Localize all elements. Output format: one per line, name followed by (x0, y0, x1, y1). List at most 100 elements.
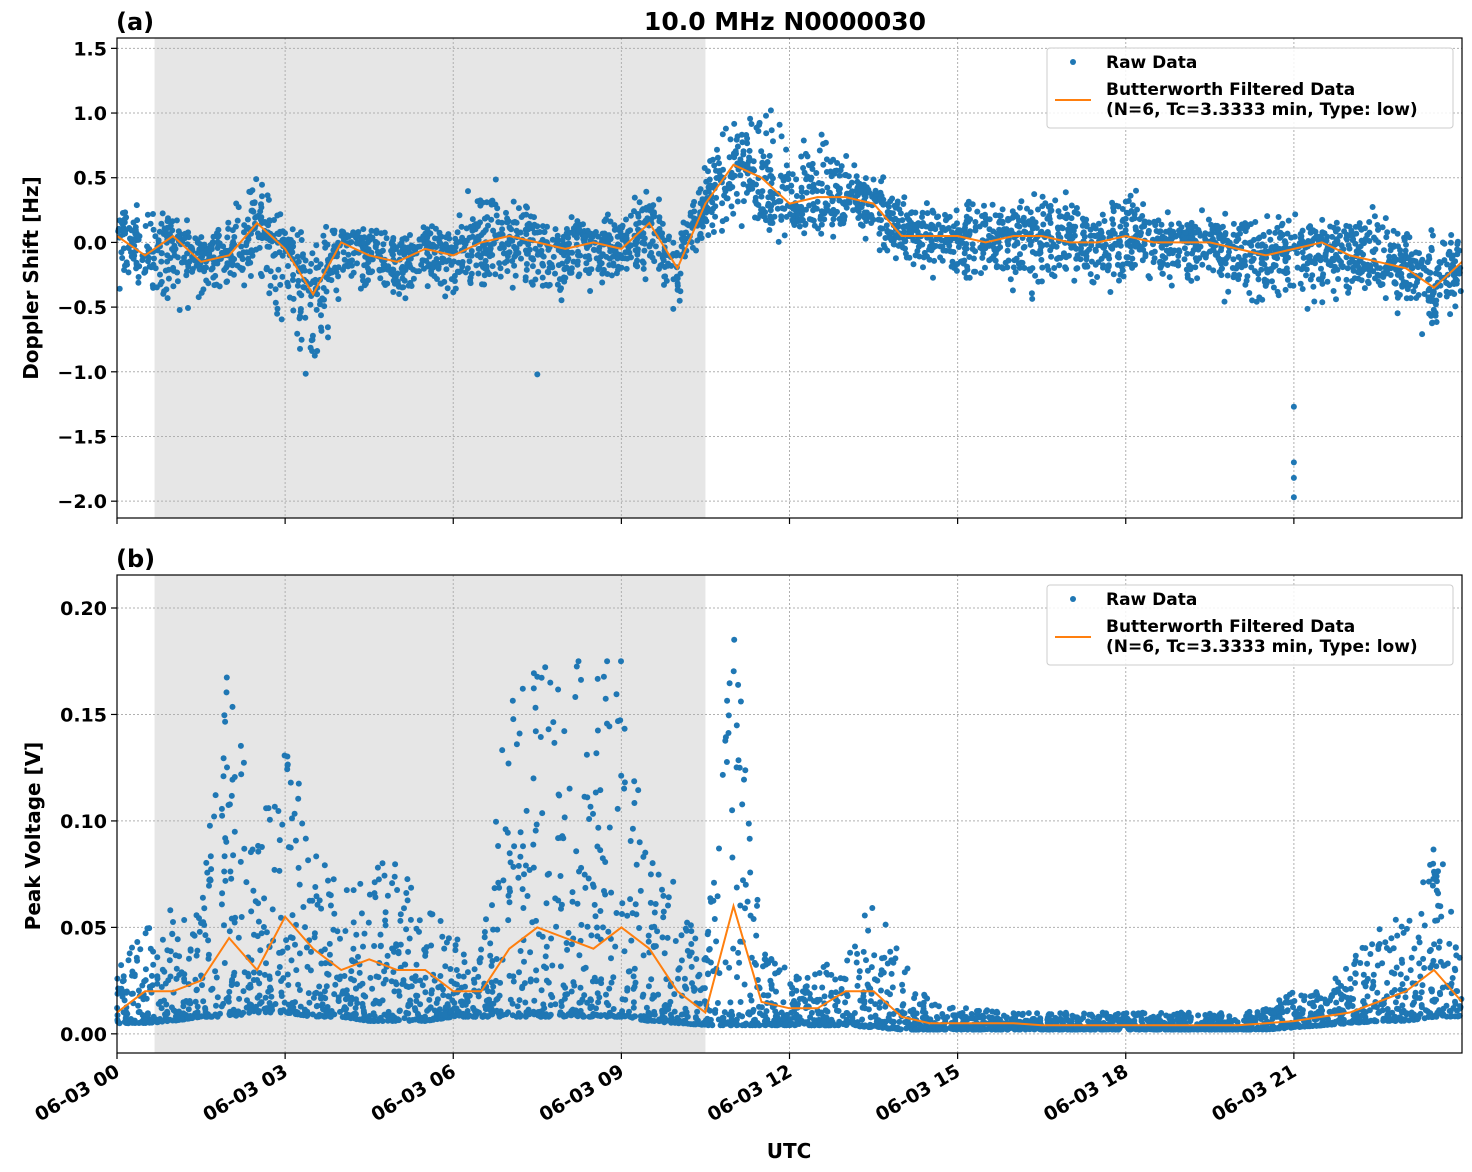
raw-data-point (274, 305, 281, 312)
raw-data-point (1299, 237, 1306, 244)
raw-data-point (120, 245, 127, 252)
raw-data-point (156, 228, 163, 235)
raw-data-point (1391, 258, 1398, 265)
raw-data-point (1350, 267, 1357, 274)
raw-data-point (205, 951, 212, 958)
raw-data-point (299, 820, 306, 827)
raw-data-point (1320, 271, 1327, 278)
raw-data-point (475, 246, 482, 252)
raw-data-point (1450, 279, 1457, 286)
raw-data-point (533, 967, 540, 974)
raw-data-point (1312, 260, 1318, 267)
raw-data-point (645, 938, 652, 945)
raw-data-point (758, 193, 765, 200)
raw-data-point (213, 281, 220, 288)
raw-data-point (558, 1003, 565, 1010)
raw-data-point (1168, 221, 1175, 228)
raw-data-point (646, 243, 653, 250)
raw-data-point (403, 926, 410, 933)
raw-data-point (1127, 192, 1134, 199)
raw-data-point (481, 934, 488, 941)
y-tick-label: 0.05 (60, 917, 107, 939)
raw-data-point (1435, 264, 1442, 271)
raw-data-point (1444, 261, 1451, 268)
raw-data-point (1371, 213, 1378, 220)
raw-data-point (712, 213, 719, 220)
raw-data-point (1019, 259, 1026, 266)
raw-data-point (249, 200, 256, 206)
raw-data-point (235, 204, 242, 211)
raw-data-point (430, 1016, 437, 1023)
raw-data-point (766, 227, 773, 233)
raw-data-point (490, 1000, 497, 1007)
raw-data-point (680, 219, 687, 226)
raw-data-point (185, 1014, 191, 1021)
raw-data-point (610, 974, 617, 981)
raw-data-point (1151, 218, 1158, 225)
raw-data-point (1145, 219, 1152, 226)
raw-data-point (126, 950, 133, 957)
raw-data-point (631, 208, 637, 215)
raw-data-point (451, 1000, 458, 1006)
raw-data-point (208, 866, 215, 873)
raw-data-point (276, 964, 283, 970)
raw-data-point (397, 242, 403, 249)
raw-data-point (981, 202, 987, 209)
raw-data-point (302, 835, 309, 842)
raw-data-point (1255, 235, 1262, 242)
raw-data-point (214, 994, 221, 1001)
raw-data-point (360, 1007, 367, 1014)
raw-data-point (458, 223, 465, 230)
raw-data-point (521, 958, 527, 965)
raw-data-point (597, 908, 604, 914)
raw-data-point (426, 996, 433, 1003)
raw-data-point (1026, 236, 1033, 243)
raw-data-point (422, 949, 429, 956)
raw-data-point (998, 264, 1005, 271)
raw-data-point (580, 221, 586, 228)
raw-data-point (330, 876, 337, 883)
raw-data-point (587, 288, 594, 294)
raw-data-point (531, 997, 538, 1004)
raw-data-point (543, 943, 550, 950)
raw-data-point (1383, 266, 1390, 273)
raw-data-point (253, 176, 260, 183)
raw-data-point (499, 747, 506, 754)
raw-data-point (183, 259, 190, 266)
raw-data-point (402, 295, 409, 302)
raw-data-point (397, 917, 404, 924)
raw-data-point (513, 219, 520, 226)
raw-data-point (713, 175, 720, 181)
raw-data-point (836, 216, 843, 222)
raw-data-point (265, 805, 272, 812)
raw-data-point (763, 130, 770, 137)
raw-data-point (1379, 224, 1386, 231)
raw-data-point (584, 245, 590, 251)
raw-data-point (349, 257, 355, 264)
raw-data-point (235, 934, 242, 941)
raw-data-point (125, 269, 132, 276)
raw-data-point (343, 887, 350, 894)
raw-data-point (371, 1000, 378, 1007)
raw-data-point (705, 232, 712, 239)
raw-data-point (405, 984, 412, 990)
raw-data-point (538, 674, 545, 681)
raw-data-point (278, 978, 285, 984)
raw-data-point (884, 209, 891, 215)
raw-data-point (261, 895, 268, 902)
raw-data-point (577, 999, 584, 1006)
raw-data-point (1412, 283, 1419, 289)
raw-data-point (1153, 228, 1160, 234)
raw-data-point (142, 268, 149, 275)
raw-data-point (144, 925, 151, 932)
raw-data-point (532, 827, 539, 834)
raw-data-point (707, 895, 714, 902)
raw-data-point (1269, 278, 1275, 285)
raw-data-point (727, 136, 734, 143)
raw-data-point (688, 941, 695, 947)
raw-data-point (950, 223, 957, 230)
raw-data-point (1282, 286, 1289, 293)
raw-data-point (238, 914, 245, 920)
raw-data-point (1447, 311, 1454, 318)
raw-data-point (815, 225, 821, 232)
